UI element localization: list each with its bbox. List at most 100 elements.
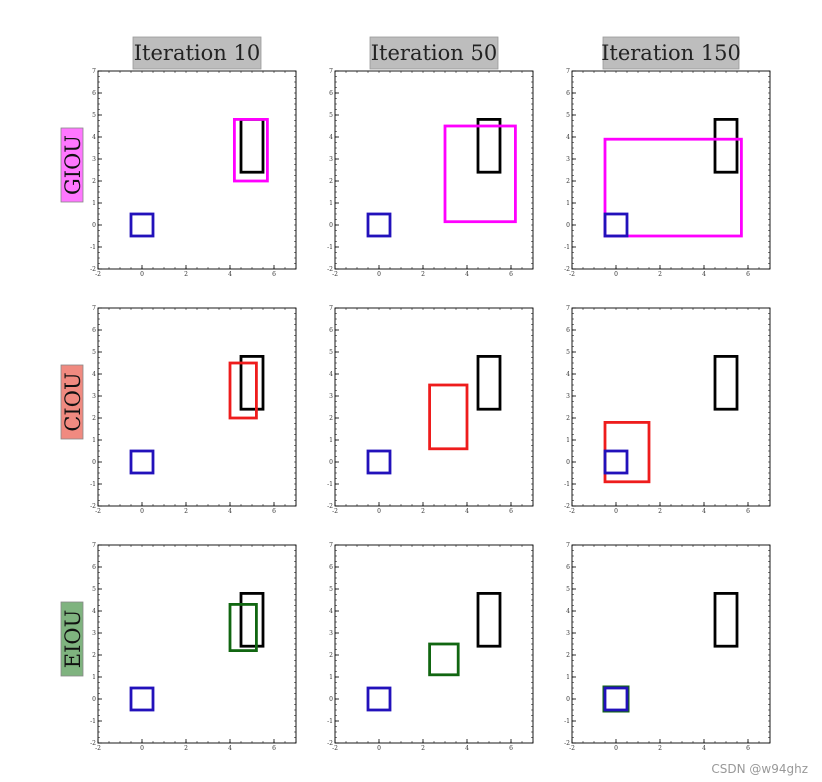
y-tick-label: 7 [92,542,96,549]
x-tick-label: 6 [509,745,513,752]
plot-panel: -2 0 2 4 6 -2 -1 0 1 2 3 4 5 6 7 [90,68,297,278]
x-tick-label: 6 [272,745,276,752]
x-tick-label: 4 [228,271,232,278]
y-tick-label: -1 [90,718,96,725]
x-tick-label: -2 [95,508,101,515]
x-tick-label: -2 [569,745,575,752]
y-tick-label: 0 [566,459,570,466]
y-tick-label: 6 [92,90,96,97]
axes-frame [334,70,534,270]
y-tick-label: -2 [564,740,570,747]
predicted-box [443,124,517,224]
y-tick-label: 2 [329,178,333,185]
x-tick-label: -2 [332,745,338,752]
y-tick-label: -2 [90,266,96,273]
x-tick-label: -2 [569,271,575,278]
y-tick-label: 4 [329,608,333,615]
plot-panel: -2 0 2 4 6 -2 -1 0 1 2 3 4 5 6 7 [564,542,771,752]
anchor-box [129,212,155,238]
y-tick-label: -1 [564,718,570,725]
y-tick-label: 6 [566,327,570,334]
y-tick-label: 5 [92,349,96,356]
y-tick-label: 0 [329,222,333,229]
target-box [476,354,502,411]
predicted-box [228,361,258,420]
target-box [713,354,739,411]
x-tick-label: 4 [228,508,232,515]
y-tick-label: 1 [566,200,570,207]
row-label-group: EIOU [60,601,85,677]
y-tick-label: 0 [329,459,333,466]
y-tick-label: 2 [92,415,96,422]
y-tick-label: 3 [566,156,570,163]
x-tick-label: -2 [332,508,338,515]
y-tick-label: -2 [327,740,333,747]
anchor-box [129,686,155,712]
y-tick-label: 3 [92,393,96,400]
y-tick-label: 1 [329,674,333,681]
y-tick-label: 3 [329,156,333,163]
x-tick-label: 6 [746,271,750,278]
y-tick-label: 5 [329,586,333,593]
target-box [713,118,739,174]
y-tick-label: 1 [329,200,333,207]
y-tick-label: 5 [566,112,570,119]
y-tick-label: 4 [92,134,96,141]
y-tick-label: 3 [566,630,570,637]
y-tick-label: 1 [92,437,96,444]
anchor-box [129,449,155,475]
anchor-box [366,212,392,238]
x-tick-label: -2 [332,271,338,278]
axes-frame [97,307,297,507]
y-tick-label: 7 [566,68,570,75]
y-tick-label: 5 [92,112,96,119]
column-title-bg [369,36,499,70]
row-label-group: GIOU [60,127,85,203]
x-tick-label: 4 [702,745,706,752]
y-tick-label: 7 [329,542,333,549]
axes-frame [334,307,534,507]
x-tick-label: 0 [140,271,144,278]
x-tick-label: 2 [658,508,662,515]
y-tick-label: 1 [329,437,333,444]
row-label: GIOU [61,135,85,195]
column-title-bg [602,36,740,70]
x-tick-label: 2 [421,508,425,515]
y-tick-label: 3 [92,156,96,163]
y-tick-label: -2 [327,503,333,510]
y-tick-label: 5 [566,349,570,356]
column-title: Iteration 150 [601,41,741,65]
y-tick-label: 7 [92,68,96,75]
y-tick-label: 1 [92,674,96,681]
y-tick-label: 2 [92,178,96,185]
row-label: EIOU [61,610,85,669]
plot-panel: -2 0 2 4 6 -2 -1 0 1 2 3 4 5 6 7 [327,305,534,515]
y-tick-label: 4 [566,608,570,615]
axes-frame [571,544,771,744]
x-tick-label: 2 [184,745,188,752]
y-tick-label: 0 [566,696,570,703]
y-tick-label: 0 [92,696,96,703]
column-title: Iteration 10 [134,41,260,65]
y-tick-label: 5 [92,586,96,593]
y-tick-label: 4 [329,134,333,141]
y-tick-label: 6 [329,90,333,97]
y-tick-label: 7 [92,305,96,312]
y-tick-label: 1 [566,437,570,444]
y-tick-label: 7 [329,305,333,312]
y-tick-label: 6 [329,564,333,571]
y-tick-label: -2 [564,266,570,273]
y-tick-label: -1 [90,481,96,488]
x-tick-label: 6 [272,271,276,278]
y-tick-label: 1 [566,674,570,681]
predicted-box [228,603,258,653]
x-tick-label: 0 [377,745,381,752]
x-tick-label: 4 [702,271,706,278]
plot-panel: -2 0 2 4 6 -2 -1 0 1 2 3 4 5 6 7 [90,305,297,515]
watermark: CSDN @w94ghz [711,762,808,776]
y-tick-label: -2 [90,503,96,510]
x-tick-label: 4 [465,271,469,278]
y-tick-label: -1 [564,244,570,251]
y-tick-label: 7 [329,68,333,75]
y-tick-label: 0 [92,459,96,466]
